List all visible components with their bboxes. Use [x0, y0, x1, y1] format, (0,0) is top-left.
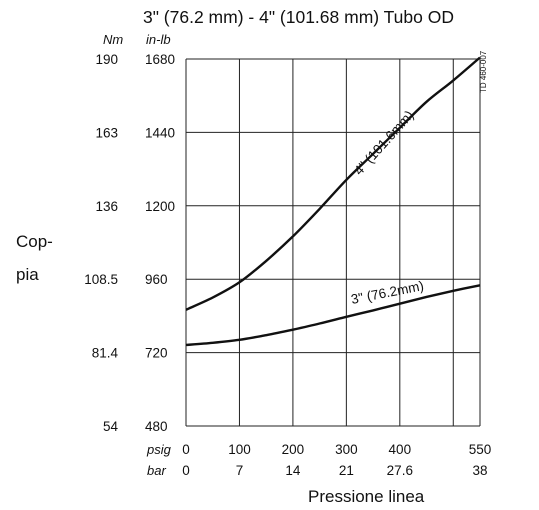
x-tick-label-bar: 0	[182, 463, 190, 478]
x-tick-label-psig: 550	[469, 442, 492, 457]
y-tick-label-inlb: 1200	[145, 199, 175, 214]
y-axis-label-line1: Cop-	[16, 232, 53, 251]
x-unit-psig: psig	[146, 442, 172, 457]
y-tick-label-nm: 54	[103, 419, 119, 434]
document-code: TD 460-007	[479, 50, 488, 93]
y-tick-label-nm: 163	[95, 125, 118, 140]
y-tick-label-inlb: 960	[145, 272, 168, 287]
x-tick-label-psig: 200	[282, 442, 305, 457]
series-label-4in: 4" (101.6mm)	[351, 108, 417, 178]
y-tick-label-inlb: 1680	[145, 52, 175, 67]
x-tick-label-bar: 21	[339, 463, 354, 478]
y-tick-label-inlb: 1440	[145, 125, 175, 140]
x-tick-label-psig: 400	[389, 442, 412, 457]
x-tick-label-bar: 38	[472, 463, 487, 478]
y-unit-nm: Nm	[103, 32, 123, 47]
x-axis-label: Pressione linea	[308, 487, 425, 506]
y-tick-label-inlb: 720	[145, 346, 168, 361]
y-tick-label-nm: 136	[95, 199, 118, 214]
series-line-4in	[185, 56, 481, 311]
y-tick-label-nm: 81.4	[92, 346, 119, 361]
y-axis-label-line2: pia	[16, 265, 39, 284]
x-tick-label-psig: 100	[228, 442, 251, 457]
x-tick-label-bar: 14	[285, 463, 301, 478]
plot-area: 480 54 720 81.4 960 108.5 1200 136 1440 163 1680 19…	[84, 52, 491, 478]
x-tick-label-psig: 0	[182, 442, 190, 457]
series-label-3in: 3" (76.2mm)	[350, 278, 425, 307]
y-tick-label-inlb: 480	[145, 419, 168, 434]
y-unit-inlb: in-lb	[146, 32, 171, 47]
x-tick-label-psig: 300	[335, 442, 358, 457]
x-tick-label-bar: 27.6	[387, 463, 413, 478]
x-tick-label-bar: 7	[236, 463, 244, 478]
y-tick-label-nm: 108.5	[84, 272, 118, 287]
y-tick-label-nm: 190	[95, 52, 118, 67]
series-line-3in	[185, 284, 481, 347]
x-unit-bar: bar	[147, 463, 166, 478]
chart-title: 3" (76.2 mm) - 4" (101.68 mm) Tubo OD	[143, 7, 454, 27]
